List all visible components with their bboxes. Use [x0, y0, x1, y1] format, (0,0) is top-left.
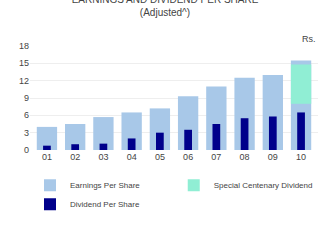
svg-text:01: 01: [42, 152, 52, 162]
svg-text:05: 05: [155, 152, 165, 162]
svg-text:08: 08: [240, 152, 250, 162]
svg-text:3: 3: [24, 128, 29, 138]
svg-text:EARNINGS AND DIVIDEND PER SHAR: EARNINGS AND DIVIDEND PER SHARE(Adjusted…: [72, 0, 259, 18]
svg-text:Dividend Per Share: Dividend Per Share: [70, 200, 140, 209]
svg-text:Earnings Per Share: Earnings Per Share: [70, 181, 140, 190]
svg-text:Rs.: Rs.: [302, 34, 316, 44]
svg-text:9: 9: [24, 93, 29, 103]
svg-text:Special Centenary Dividend: Special Centenary Dividend: [214, 181, 313, 190]
svg-text:18: 18: [19, 41, 29, 51]
svg-text:06: 06: [183, 152, 193, 162]
svg-text:0: 0: [24, 145, 29, 155]
svg-text:15: 15: [19, 58, 29, 68]
svg-text:6: 6: [24, 110, 29, 120]
svg-text:04: 04: [127, 152, 137, 162]
svg-text:10: 10: [296, 152, 306, 162]
svg-text:02: 02: [70, 152, 80, 162]
svg-text:09: 09: [268, 152, 278, 162]
svg-text:07: 07: [211, 152, 221, 162]
svg-text:03: 03: [98, 152, 108, 162]
svg-text:12: 12: [19, 76, 29, 86]
